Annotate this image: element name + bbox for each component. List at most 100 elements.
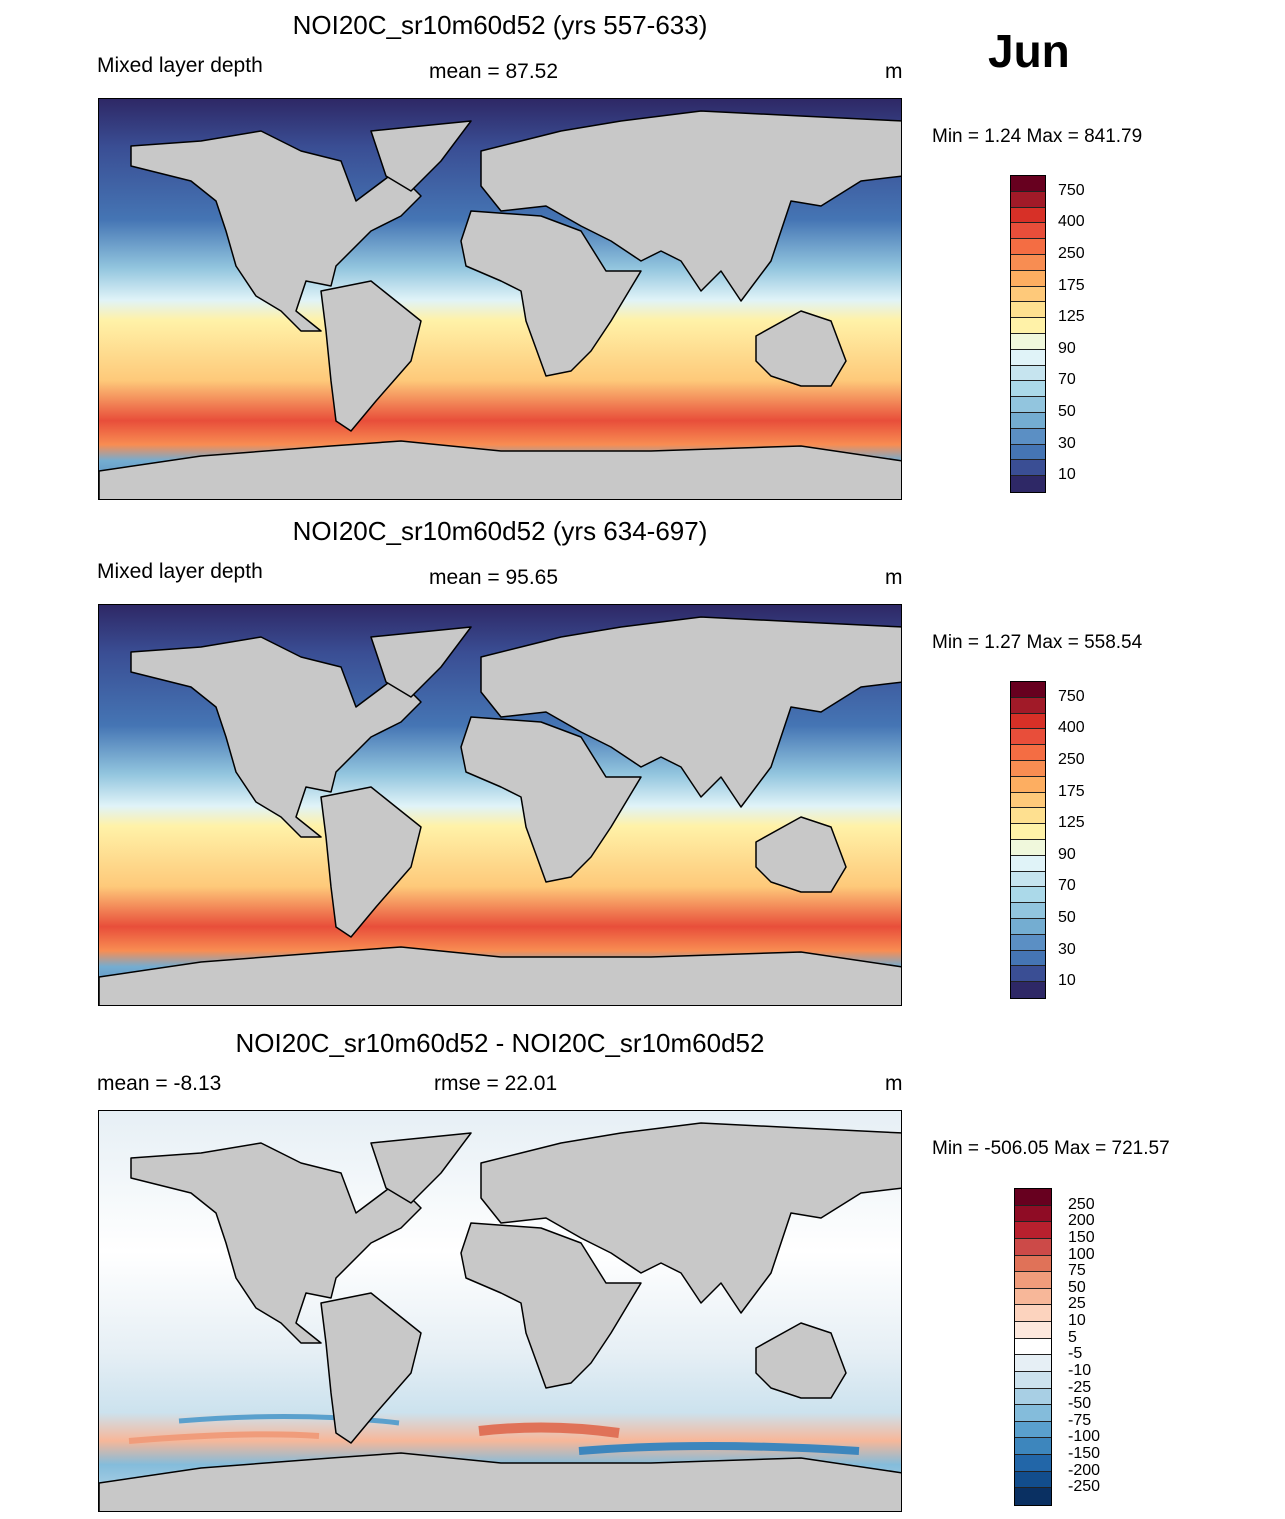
colorbar-box <box>1011 254 1045 271</box>
colorbar-box <box>1015 1488 1051 1505</box>
colorbar-box <box>1011 776 1045 793</box>
colorbar-box <box>1011 286 1045 303</box>
colorbar-box <box>1011 887 1045 904</box>
colorbar-label: 90 <box>1058 845 1076 863</box>
colorbar-label: 90 <box>1058 339 1076 357</box>
colorbar-label: -200 <box>1068 1461 1101 1479</box>
colorbar-label: 10 <box>1068 1312 1086 1330</box>
colorbar-box <box>1011 903 1045 919</box>
colorbar-label: 400 <box>1058 719 1085 737</box>
colorbar-box <box>1011 966 1045 983</box>
panel2-colorbar <box>1010 681 1046 999</box>
colorbar-box <box>1011 444 1045 461</box>
colorbar-box <box>1015 1322 1051 1339</box>
colorbar-box <box>1011 412 1045 429</box>
colorbar-label: 125 <box>1058 308 1085 326</box>
colorbar-label: 750 <box>1058 181 1085 199</box>
colorbar-label: -75 <box>1068 1411 1092 1429</box>
colorbar-box <box>1011 682 1045 698</box>
colorbar-box <box>1015 1355 1051 1372</box>
month-label: Jun <box>988 25 1070 77</box>
colorbar-label: 5 <box>1068 1328 1077 1346</box>
colorbar-label: 750 <box>1058 687 1085 705</box>
colorbar-label: 400 <box>1058 213 1085 231</box>
colorbar-box <box>1011 476 1045 492</box>
colorbar-box <box>1015 1371 1051 1389</box>
colorbar-box <box>1015 1205 1051 1223</box>
colorbar-label: -250 <box>1068 1478 1101 1496</box>
colorbar-box <box>1011 934 1045 951</box>
colorbar-label: 250 <box>1058 751 1085 768</box>
colorbar-box <box>1011 381 1045 398</box>
colorbar-box <box>1015 1272 1051 1289</box>
colorbar-box <box>1015 1255 1051 1273</box>
colorbar-box <box>1011 792 1045 809</box>
colorbar-box <box>1015 1338 1051 1356</box>
colorbar-box <box>1011 333 1045 350</box>
colorbar-box <box>1011 176 1045 192</box>
colorbar-label: -100 <box>1068 1428 1101 1446</box>
colorbar-box <box>1011 729 1045 746</box>
colorbar-box <box>1015 1305 1051 1322</box>
colorbar-label: 125 <box>1058 814 1085 832</box>
colorbar-box <box>1011 918 1045 935</box>
colorbar-box <box>1011 397 1045 413</box>
panel2-variable-label: Mixed layer depth <box>97 560 263 583</box>
panel2-units: m <box>885 566 903 589</box>
colorbar-box <box>1011 808 1045 825</box>
colorbar-label: 175 <box>1058 782 1085 800</box>
colorbar-box <box>1011 760 1045 777</box>
panel2-title: NOI20C_sr10m60d52 (yrs 634-697) <box>292 516 708 546</box>
panel2-mean: mean = 95.65 <box>429 566 559 589</box>
panel3-minmax: Min = -506.05 Max = 721.57 <box>932 1138 1170 1159</box>
colorbar-box <box>1015 1455 1051 1472</box>
colorbar-box <box>1011 349 1045 366</box>
colorbar-box <box>1011 824 1045 840</box>
panel1-units: m <box>885 60 903 83</box>
colorbar-box <box>1015 1421 1051 1439</box>
colorbar-label: 70 <box>1058 371 1076 389</box>
panel1-map <box>98 98 902 500</box>
colorbar-box <box>1011 839 1045 856</box>
panel3-colorbar <box>1014 1188 1052 1506</box>
panel1-variable-label: Mixed layer depth <box>97 54 263 77</box>
colorbar-label: 200 <box>1068 1212 1095 1230</box>
colorbar-box <box>1015 1238 1051 1256</box>
panel1-mean: mean = 87.52 <box>429 60 559 83</box>
colorbar-label: 50 <box>1068 1278 1086 1296</box>
colorbar-box <box>1015 1471 1051 1489</box>
colorbar-label: 25 <box>1068 1295 1086 1313</box>
colorbar-box <box>1011 270 1045 287</box>
colorbar-box <box>1011 207 1045 224</box>
colorbar-label: 250 <box>1058 245 1085 262</box>
panel3-map <box>98 1110 902 1512</box>
colorbar-box <box>1015 1388 1051 1406</box>
colorbar-box <box>1011 713 1045 730</box>
colorbar-label: 10 <box>1058 466 1076 484</box>
panel3-units: m <box>885 1072 903 1095</box>
colorbar-box <box>1015 1222 1051 1239</box>
colorbar-box <box>1011 318 1045 334</box>
colorbar-label: -50 <box>1068 1395 1092 1413</box>
panel2-map <box>98 604 902 1006</box>
colorbar-label: 10 <box>1058 972 1076 990</box>
colorbar-label: -25 <box>1068 1378 1092 1396</box>
colorbar-label: -5 <box>1068 1345 1083 1363</box>
colorbar-label: 70 <box>1058 877 1076 895</box>
colorbar-box <box>1011 855 1045 872</box>
colorbar-box <box>1011 871 1045 888</box>
panel1-title: NOI20C_sr10m60d52 (yrs 557-633) <box>292 10 708 40</box>
colorbar-label: 250 <box>1068 1195 1095 1213</box>
colorbar-box <box>1011 191 1045 208</box>
colorbar-label: 30 <box>1058 434 1076 452</box>
panel3-rmse: rmse = 22.01 <box>434 1072 558 1095</box>
panel1-minmax: Min = 1.24 Max = 841.79 <box>932 126 1143 147</box>
colorbar-box <box>1015 1288 1051 1306</box>
panel3-mean: mean = -8.13 <box>97 1072 222 1095</box>
panel2-minmax: Min = 1.27 Max = 558.54 <box>932 632 1143 653</box>
colorbar-label: -150 <box>1068 1445 1101 1463</box>
colorbar-box <box>1011 223 1045 240</box>
colorbar-box <box>1015 1405 1051 1422</box>
colorbar-box <box>1011 697 1045 714</box>
